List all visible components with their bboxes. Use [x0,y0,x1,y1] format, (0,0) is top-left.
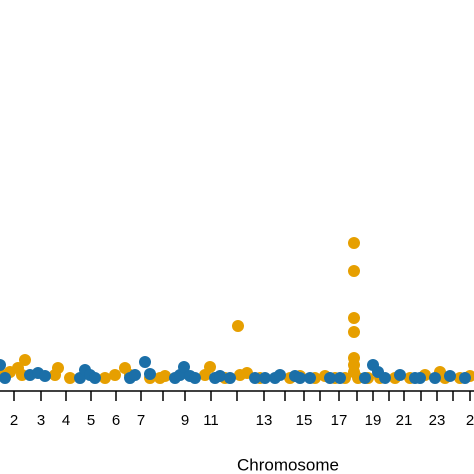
point [99,372,111,384]
point [274,369,286,381]
x-tick-label: 23 [429,412,446,429]
point [224,372,236,384]
point [304,372,316,384]
x-tick-label: 5 [87,412,95,429]
point [232,320,244,332]
point [129,369,141,381]
point [249,372,261,384]
point [444,370,456,382]
x-tick-label: 4 [62,412,70,429]
point [348,312,360,324]
point [348,237,360,249]
x-tick-label: 19 [365,412,382,429]
point [348,326,360,338]
point [64,372,76,384]
point [294,372,306,384]
point [348,265,360,277]
x-tick-label: 11 [203,412,219,429]
x-tick-label: 21 [396,412,413,429]
point [109,369,121,381]
x-tick-label: 6 [112,412,120,429]
x-tick-label: 7 [137,412,145,429]
point [0,359,6,371]
point [189,372,201,384]
point [214,370,226,382]
point [259,372,271,384]
point [52,362,64,374]
point [19,354,31,366]
point [334,372,346,384]
point [429,372,441,384]
point [394,369,406,381]
x-tick-label: 3 [37,412,45,429]
point [459,372,471,384]
point [144,368,156,380]
points-layer [0,237,474,384]
point [139,356,151,368]
point [89,372,101,384]
point [39,370,51,382]
point [379,372,391,384]
x-tick-label: 2 [466,412,474,429]
point [178,361,190,373]
point [0,372,11,384]
x-tick-label: 17 [331,412,348,429]
x-tick-label: 9 [181,412,189,429]
point [159,370,171,382]
x-tick-label: 13 [256,412,273,429]
point [414,372,426,384]
point [324,372,336,384]
point [204,361,216,373]
x-tick-label: 2 [10,412,18,429]
point [359,372,371,384]
x-axis-label: Chromosome [237,455,339,474]
x-tick-label: 15 [296,412,313,429]
